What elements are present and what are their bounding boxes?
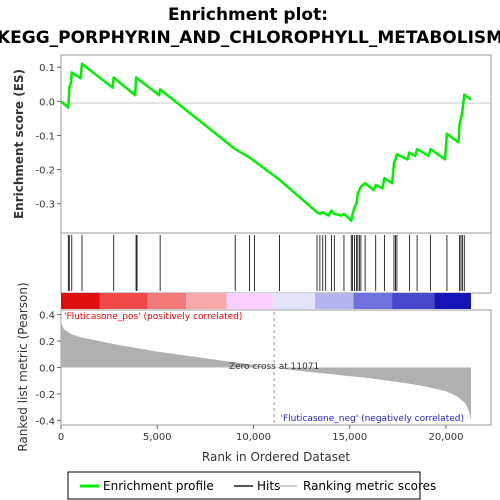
hits-panel <box>60 232 492 294</box>
metric-y-tick-label: 0.2 <box>39 337 55 348</box>
zero-cross-label: Zero cross at 11071 <box>229 362 319 372</box>
x-tick-label: 5,000 <box>143 432 172 443</box>
legend-label-enrichment: Enrichment profile <box>103 479 214 493</box>
colorbar-segment <box>186 293 227 309</box>
es-y-axis-label: Enrichment score (ES) <box>12 69 26 219</box>
metric-y-axis: 0.4 0.2 0.0 -0.2 -0.4 <box>35 311 61 427</box>
legend-label-hits: Hits <box>257 479 280 493</box>
ranking-metric-area <box>61 313 471 421</box>
positive-class-label: 'Fluticasone_pos' (positively correlated… <box>64 312 242 322</box>
metric-y-tick-label: 0.4 <box>39 311 55 322</box>
es-y-axis: 0.1 0.0 -0.1 -0.2 -0.3 <box>35 63 61 211</box>
colorbar-segment <box>434 293 471 309</box>
x-tick-label: 20,000 <box>428 432 463 443</box>
es-y-tick-label: 0.0 <box>39 97 55 108</box>
x-tick-label: 0 <box>58 432 64 443</box>
metric-y-tick-label: -0.4 <box>35 416 55 427</box>
metric-y-tick-label: 0.0 <box>39 364 55 375</box>
es-panel: 0.1 0.0 -0.1 -0.2 -0.3 <box>35 54 492 234</box>
hit-marks <box>67 235 465 291</box>
colorbar-segment <box>61 293 100 309</box>
es-y-tick-label: 0.1 <box>39 63 55 74</box>
metric-y-tick-label: -0.2 <box>35 390 55 401</box>
es-y-tick-label: -0.1 <box>35 131 55 142</box>
x-tick-label: 15,000 <box>332 432 367 443</box>
legend: Enrichment profile Hits Ranking metric s… <box>67 471 436 500</box>
colorbar-segment <box>315 293 354 309</box>
metric-y-axis-label: Ranked list metric (Pearson) <box>16 282 30 451</box>
metric-panel: 0.4 0.2 0.0 -0.2 -0.4 0 5,000 10,000 15,000 20,0… <box>35 309 492 443</box>
colorbar-segment <box>99 293 148 309</box>
negative-class-label: 'Fluticasone_neg' (negatively correlated… <box>281 414 464 424</box>
x-axis: 0 5,000 10,000 15,000 20,000 <box>58 425 463 443</box>
colorbar-segment <box>226 293 273 309</box>
colorbar-segment <box>147 293 187 309</box>
colorbar-segment <box>392 293 435 309</box>
legend-label-metric: Ranking metric scores <box>303 479 436 493</box>
enrichment-profile-line <box>60 62 472 223</box>
colorbar-segment <box>353 293 393 309</box>
colorbar-segment <box>272 293 316 309</box>
chart-title-line1: Enrichment plot: <box>168 5 328 25</box>
es-y-tick-label: -0.3 <box>35 200 55 211</box>
x-axis-label: Rank in Ordered Dataset <box>202 450 350 464</box>
x-tick-label: 10,000 <box>236 432 271 443</box>
hits-panel-frame <box>60 232 492 294</box>
es-panel-frame <box>60 54 492 234</box>
rank-colorbar <box>61 293 471 309</box>
es-y-tick-label: -0.2 <box>35 166 55 177</box>
chart-title-line2: KEGG_PORPHYRIN_AND_CHLOROPHYLL_METABOLIS… <box>0 28 500 48</box>
